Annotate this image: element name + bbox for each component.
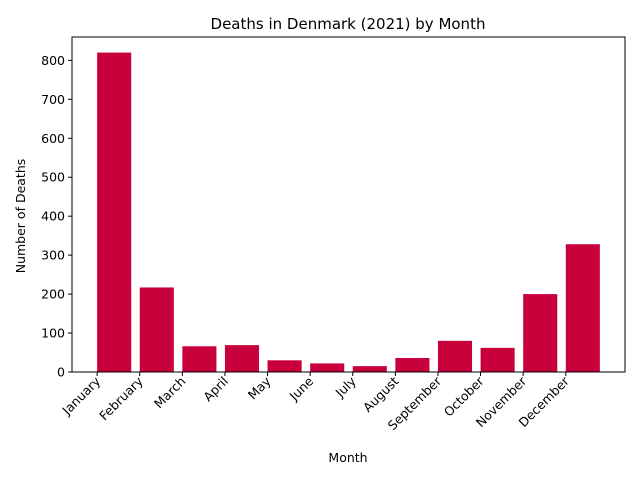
bar-april [224,345,260,372]
y-tick-label: 0 [57,365,65,380]
bar-october [480,347,515,372]
bar-november [523,294,558,372]
bar-july [352,366,387,372]
y-axis: 0 100 200 300 400 500 600 700 800 [41,53,72,380]
bar-june [310,363,345,372]
bar-september [437,340,473,372]
plot-frame [71,36,626,373]
x-tick-label-june: June [286,373,317,404]
x-tick-label-april: April [200,374,231,405]
x-tick-label-july: July [332,373,360,401]
y-tick-label: 500 [41,170,65,185]
y-tick-label: 200 [41,287,65,302]
y-tick-label: 300 [41,248,65,263]
y-axis-title: Number of Deaths [13,159,28,274]
bar-march [182,346,217,372]
x-axis-title: Month [328,450,367,465]
bar-february [139,287,174,372]
bar-january [97,52,132,373]
y-tick-label: 700 [41,92,65,107]
bar-august [395,357,430,372]
bars-group [97,52,600,373]
bar-may [267,360,302,372]
chart-title: Deaths in Denmark (2021) by Month [211,15,486,33]
y-tick-label: 100 [41,326,65,341]
x-tick-label-march: March [151,374,189,412]
y-tick-label: 800 [41,53,65,68]
x-tick-label-may: May [245,373,274,402]
y-tick-label: 400 [41,209,65,224]
y-tick-label: 600 [41,131,65,146]
bar-december [565,244,600,372]
x-tick-label-august: August [360,373,402,415]
x-tick-label-february: February [96,373,146,423]
